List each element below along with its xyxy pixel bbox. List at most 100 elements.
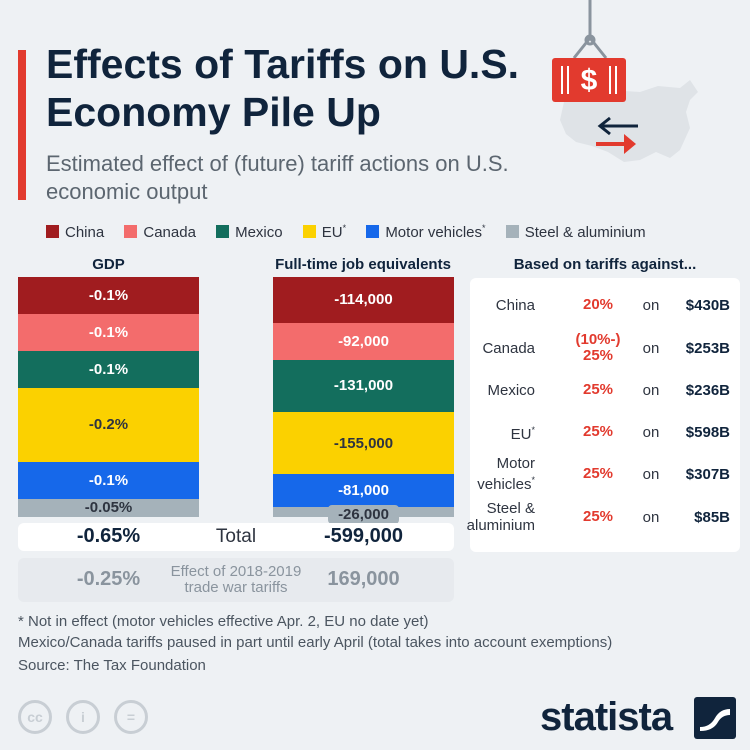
hero-illustration: $	[552, 0, 698, 162]
total-label: Total	[215, 526, 257, 547]
tariff-amount: $430B	[685, 296, 730, 314]
bar-segment-mexico: -0.1%	[18, 350, 199, 388]
bar-segment-canada: -0.1%	[18, 313, 199, 351]
tariff-on-word: on	[642, 296, 660, 314]
source-note: Source: The Tax Foundation	[18, 657, 206, 674]
tariff-rate: (10%-) 25%	[575, 331, 621, 364]
legend-item-motor-vehicles: Motor vehicles*	[366, 223, 486, 242]
legend-label: Canada	[143, 223, 196, 241]
tariff-country: China	[435, 285, 535, 325]
tariff-row-canada: Canada (10%-) 25% on $253B	[470, 328, 740, 368]
tariff-country-label: China	[495, 296, 535, 314]
legend-item-mexico: Mexico	[216, 224, 283, 241]
bar-value-label: -0.1%	[88, 286, 129, 304]
legend-swatch	[366, 225, 380, 239]
tariff-country: Motor vehicles*	[435, 454, 535, 494]
gdp-total-value: -0.65%	[76, 525, 141, 547]
no-derivatives-icon[interactable]: =	[114, 700, 148, 734]
tariff-country: EU*	[435, 412, 535, 452]
bar-segment-motor-vehicles: -0.1%	[18, 461, 199, 499]
bar-segment-eu: -155,000	[273, 412, 454, 475]
statista-logo[interactable]: statista	[540, 695, 740, 739]
tariff-amount: $85B	[694, 508, 730, 526]
tariff-amount: $598B	[685, 423, 730, 441]
tariff-country-label: EU	[510, 425, 532, 443]
bar-value-label: -0.05%	[84, 499, 133, 517]
tariff-row-eu: EU* 25% on $598B	[470, 412, 740, 452]
tariff-rate: 25%	[582, 423, 614, 440]
tariff-on-word: on	[642, 381, 660, 399]
bar-value-label: -26,000	[328, 505, 399, 525]
bar-value-label: -114,000	[334, 291, 393, 309]
legend: China Canada Mexico EU* Motor vehicles* …	[46, 223, 662, 243]
tariff-amount: $307B	[685, 465, 730, 483]
jobs-stacked-bar: -114,000 -92,000 -131,000 -155,000 -81,000 -2…	[273, 277, 454, 525]
tariff-on-word: on	[642, 465, 660, 483]
bar-value-label: -81,000	[338, 481, 389, 499]
cc-license-icon[interactable]: cc	[18, 700, 52, 734]
tariff-row-steel-aluminium: Steel & aluminium 25% on $85B	[467, 497, 740, 537]
legend-item-china: China	[46, 224, 104, 241]
tariff-country-label: Canada	[482, 339, 535, 357]
legend-swatch	[46, 224, 59, 238]
title-accent-bar	[18, 50, 26, 200]
jobs-total-value: -599,000	[324, 525, 403, 547]
bar-segment-motor-vehicles: -81,000	[273, 474, 454, 507]
gdp-column-title: GDP	[92, 256, 125, 273]
legend-label: China	[65, 223, 105, 241]
bar-value-label: -92,000	[338, 332, 389, 350]
tariff-on-word: on	[642, 508, 660, 526]
tariff-rate: 25%	[582, 381, 614, 398]
tariff-on-word: on	[642, 423, 660, 441]
legend-swatch	[505, 224, 519, 238]
tariff-rate: 25%	[582, 508, 614, 525]
legend-label: Mexico	[235, 223, 283, 241]
tariff-row-china: China 20% on $430B	[470, 285, 740, 325]
legend-mark: *	[482, 223, 486, 234]
tariff-country-label: Motor vehicles	[477, 455, 535, 493]
bar-segment-steel-aluminium: -26,000	[273, 505, 454, 525]
gdp-stacked-bar: -0.1% -0.1% -0.1% -0.2% -0.1% -0.05%	[18, 277, 199, 517]
trade-war-effect-row	[18, 558, 454, 602]
tariff-on-word: on	[642, 339, 660, 357]
bar-value-label: -155,000	[333, 434, 394, 452]
footnote-not-in-effect: * Not in effect (motor vehicles effectiv…	[18, 613, 429, 630]
bar-value-label: -0.1%	[88, 471, 129, 489]
legend-label: Motor vehicles	[385, 224, 483, 242]
page-subtitle: Estimated effect of (future) tariff acti…	[46, 151, 509, 204]
tariff-row-mexico: Mexico 25% on $236B	[470, 370, 740, 410]
gdp-2018-effect-value: -0.25%	[76, 568, 141, 590]
tariff-country-mark: *	[531, 424, 535, 435]
trade-war-effect-label: Effect of 2018-2019 trade war tariffs	[170, 563, 302, 596]
bar-value-label: -0.1%	[88, 323, 129, 341]
bar-segment-steel-aluminium: -0.05%	[18, 498, 199, 517]
arrow-right-icon	[596, 134, 636, 154]
tariff-rate: 25%	[582, 465, 614, 482]
legend-swatch	[216, 224, 230, 238]
legend-item-eu: EU*	[302, 223, 346, 241]
jobs-column-title: Full-time job equivalents	[275, 256, 451, 273]
bar-segment-mexico: -131,000	[273, 359, 454, 413]
total-row	[18, 523, 454, 551]
statista-logo-icon	[694, 697, 736, 739]
tariffs-panel: China 20% on $430B Canada (10%-) 25% on …	[467, 278, 740, 552]
crate-dollar-sign: $	[581, 64, 598, 97]
tariff-country-mark: *	[531, 475, 535, 485]
bar-value-label: -0.2%	[88, 416, 129, 434]
jobs-2018-effect-value: 169,000	[327, 568, 400, 590]
tariff-amount: $236B	[685, 381, 730, 399]
legend-item-steel-aluminium: Steel & aluminium	[505, 224, 646, 241]
bar-value-label: -0.1%	[88, 360, 129, 378]
attribution-icon[interactable]: i	[66, 700, 100, 734]
bar-segment-china: -114,000	[273, 277, 454, 323]
page-title: Effects of Tariffs on U.S. Economy Pile …	[46, 41, 520, 135]
tariff-country-label: Mexico	[487, 381, 535, 399]
shipping-crate	[552, 58, 626, 102]
tariff-row-motor-vehicles: Motor vehicles* 25% on $307B	[470, 454, 740, 494]
bar-segment-eu: -0.2%	[18, 387, 199, 462]
tariff-country: Steel & aluminium	[435, 497, 535, 537]
brand-wordmark: statista	[540, 695, 673, 739]
crane-hook	[572, 37, 608, 59]
tariff-country: Mexico	[435, 370, 535, 410]
tariff-country-label: Steel & aluminium	[466, 500, 535, 534]
